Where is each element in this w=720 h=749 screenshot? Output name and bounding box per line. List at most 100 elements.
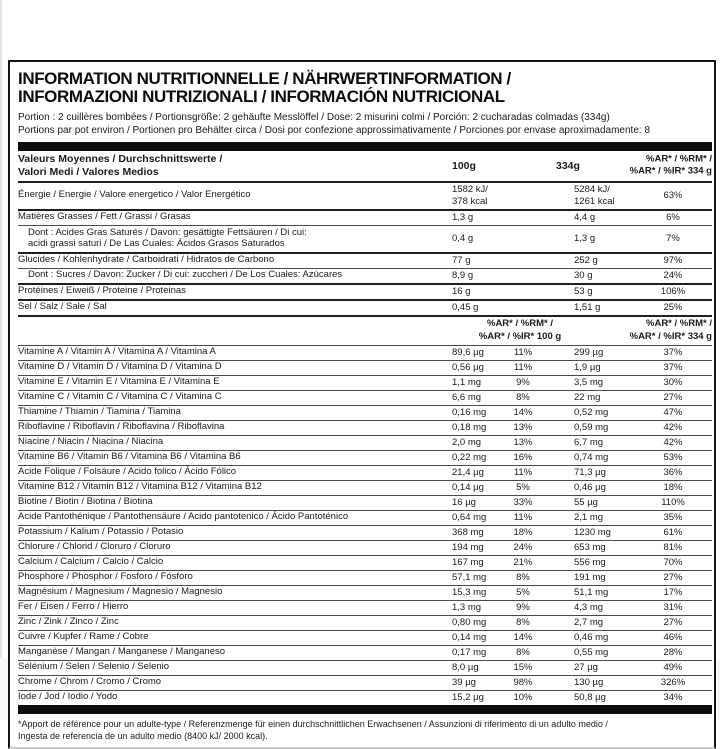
nutrient-name: Matières Grasses / Fett / Grassi / Grasa… bbox=[18, 211, 191, 223]
value-334g: 3,5 mg bbox=[574, 377, 604, 389]
table-row: Glucides / Kohlenhydrate / Carboidrati /… bbox=[18, 251, 712, 268]
value-100g: 194 mg bbox=[452, 542, 484, 554]
nutrient-name: Thiamine / Thiamin / Tiamina / Tiamina bbox=[18, 406, 181, 418]
column-header-percent-334g: %AR* / %RM* / %AR* / %IR* 334 g bbox=[629, 153, 712, 177]
column-header-334g: 334g bbox=[556, 159, 580, 172]
nutrient-name: Iode / Jod / Iodio / Yodo bbox=[18, 691, 118, 703]
pct-334g: 61% bbox=[663, 527, 683, 539]
value-334g: 51,1 mg bbox=[574, 587, 609, 599]
nutrient-name: Vitamine E / Vitamin E / Vitamina E / Vi… bbox=[18, 376, 220, 388]
reference-intake-footnote: *Apport de référence pour un adulte-type… bbox=[18, 718, 608, 741]
pct-100g: 98% bbox=[513, 677, 533, 689]
table-row: Chrome / Chrom / Cromo / Cromo 39 µg 98% 13… bbox=[18, 674, 712, 690]
table-row: Calcium / Calcium / Calcio / Calcio 167 m… bbox=[18, 554, 712, 570]
pct-100g: 10% bbox=[513, 692, 533, 704]
table-row: Vitamine A / Vitamin A / Vitamina A / Vi… bbox=[18, 344, 712, 360]
pct-334g: 7% bbox=[666, 233, 680, 245]
pct-334g: 46% bbox=[663, 632, 683, 644]
nutrition-table: Valeurs Moyennes / Durchschnittswerte / … bbox=[18, 151, 712, 705]
table-row: Niacine / Niacin / Niacina / Niacina 2,0 … bbox=[18, 434, 712, 450]
value-334g: 191 mg bbox=[574, 572, 606, 584]
table-row: Protéines / Eiweiß / Proteine / Proteina… bbox=[18, 282, 712, 299]
value-334g: 0,46 mg bbox=[574, 632, 609, 644]
value-334g: 2,1 mg bbox=[574, 512, 604, 524]
nutrient-name: Acide Folique / Folsäure / Acido folico … bbox=[18, 466, 237, 478]
pct-100g: 11% bbox=[513, 467, 533, 479]
portion-info: Portion : 2 cuillères bombées / Portions… bbox=[18, 111, 651, 136]
nutrient-name: Phosphore / Phosphor / Fosforo / Fósforo bbox=[18, 571, 193, 583]
value-100g: 1,1 mg bbox=[452, 377, 482, 389]
value-334g: 0,74 mg bbox=[574, 452, 609, 464]
table-row: Riboflavine / Riboflavin / Riboflavina /… bbox=[18, 419, 712, 435]
pct-100g: 14% bbox=[513, 407, 533, 419]
pct-100g: 13% bbox=[513, 422, 533, 434]
value-100g: 15,2 µg bbox=[452, 692, 484, 704]
pct-334g: 49% bbox=[663, 662, 683, 674]
pct-334g: 24% bbox=[663, 270, 683, 282]
nutrient-name: Niacine / Niacin / Niacina / Niacina bbox=[18, 436, 164, 448]
macronutrient-rows: Énergie / Energie / Valore energetico / … bbox=[18, 183, 712, 315]
value-100g: 1,3 mg bbox=[452, 602, 482, 614]
value-100g: 0,18 mg bbox=[452, 422, 487, 434]
pct-100g: 33% bbox=[513, 497, 533, 509]
pct-100g: 24% bbox=[513, 542, 533, 554]
pct-334g: 70% bbox=[663, 557, 683, 569]
column-header-100g: 100g bbox=[452, 159, 476, 172]
pct-334g: 53% bbox=[663, 452, 683, 464]
pct-100g: 9% bbox=[516, 602, 530, 614]
pct-334g: 42% bbox=[663, 422, 683, 434]
pct-334g: 63% bbox=[663, 190, 683, 202]
value-334g: 53 g bbox=[574, 286, 593, 298]
nutrient-name: Chlorure / Chlorid / Cloruro / Cloruro bbox=[18, 541, 171, 553]
pct-100g: 11% bbox=[513, 362, 533, 374]
pct-334g: 6% bbox=[666, 212, 680, 224]
table-row: Manganèse / Mangan / Manganese / Mangane… bbox=[18, 644, 712, 660]
table-row: Vitamine D / Vitamin D / Vitamina D / Vi… bbox=[18, 359, 712, 375]
pct-334g: 28% bbox=[663, 647, 683, 659]
table-row: Acide Pantothénique / Pantothensäure / A… bbox=[18, 509, 712, 525]
table-row: Matières Grasses / Fett / Grassi / Grasa… bbox=[18, 208, 712, 225]
value-334g: 1,3 g bbox=[574, 233, 596, 245]
pct-100g: 13% bbox=[513, 437, 533, 449]
divider-bar-top bbox=[18, 141, 712, 151]
table-row: Biotine / Biotin / Biotina / Biotina 16 µ… bbox=[18, 494, 712, 510]
pct-334g: 18% bbox=[663, 482, 683, 494]
value-100g: 39 µg bbox=[452, 677, 476, 689]
value-100g: 6,6 mg bbox=[452, 392, 482, 404]
pct-100g: 14% bbox=[513, 632, 533, 644]
pct-100g: 5% bbox=[516, 482, 530, 494]
nutrient-name: Fer / Eisen / Ferro / Hierro bbox=[18, 601, 129, 613]
value-100g: 0,14 mg bbox=[452, 632, 487, 644]
value-100g: 0,64 mg bbox=[452, 512, 487, 524]
nutrient-name: Potassium / Kalium / Potassio / Potasio bbox=[18, 526, 184, 538]
pct-100g: 15% bbox=[513, 662, 533, 674]
pct-100g: 8% bbox=[516, 647, 530, 659]
nutrient-name: Vitamine C / Vitamin C / Vitamina C / Vi… bbox=[18, 391, 222, 403]
pct-100g: 9% bbox=[516, 377, 530, 389]
pct-334g: 81% bbox=[663, 542, 683, 554]
value-334g: 5284 kJ/ 1261 kcal bbox=[574, 184, 615, 207]
value-334g: 71,3 µg bbox=[574, 467, 606, 479]
table-row: Potassium / Kalium / Potassio / Potasio 3… bbox=[18, 524, 712, 540]
nutrient-name: Vitamine A / Vitamin A / Vitamina A / Vi… bbox=[18, 346, 216, 358]
value-334g: 55 µg bbox=[574, 497, 598, 509]
table-row: Chlorure / Chlorid / Cloruro / Cloruro 19… bbox=[18, 539, 712, 555]
nutrient-name: Vitamine D / Vitamin D / Vitamina D / Vi… bbox=[18, 361, 222, 373]
value-100g: 1582 kJ/ 378 kcal bbox=[452, 184, 488, 207]
value-100g: 8,0 µg bbox=[452, 662, 479, 674]
value-100g: 0,17 mg bbox=[452, 647, 487, 659]
nutrient-name: Sélénium / Selen / Selenio / Selenio bbox=[18, 661, 170, 673]
pct-334g: 35% bbox=[663, 512, 683, 524]
value-334g: 6,7 mg bbox=[574, 437, 604, 449]
pct-334g: 47% bbox=[663, 407, 683, 419]
pct-334g: 27% bbox=[663, 617, 683, 629]
value-334g: 0,46 µg bbox=[574, 482, 606, 494]
pct-100g: 8% bbox=[516, 572, 530, 584]
pct-100g: 8% bbox=[516, 617, 530, 629]
value-100g: 16 g bbox=[452, 286, 471, 298]
table-row: Dont : Acides Gras Saturés / Davon: gesä… bbox=[18, 224, 712, 252]
page-edge-line bbox=[0, 0, 2, 660]
value-334g: 0,55 mg bbox=[574, 647, 609, 659]
value-100g: 368 mg bbox=[452, 527, 484, 539]
pct-334g: 34% bbox=[663, 692, 683, 704]
